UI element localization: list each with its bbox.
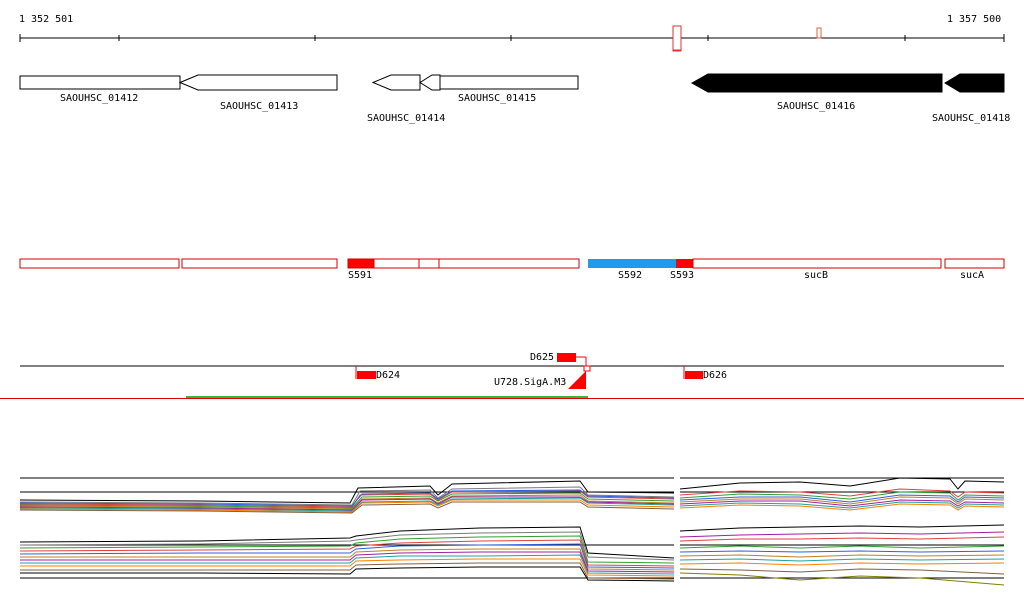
gene-track [19,73,1005,93]
segment-box[interactable] [373,258,420,269]
segment-label-s591[interactable]: S591 [348,270,373,281]
gene-arrow-saouhsc-01418[interactable] [944,73,1005,93]
gene-label-saouhsc-01414[interactable]: SAOUHSC_01414 [367,113,446,124]
segment-s592-fill[interactable] [588,259,676,268]
ruler-end-label: 1 357 500 [947,14,1002,25]
gene-label-saouhsc-01418[interactable]: SAOUHSC_01418 [932,113,1011,124]
segment-track [19,258,1005,269]
gene-arrow-saouhsc-01412[interactable] [19,75,181,90]
segment-suca-box[interactable] [944,258,1005,269]
segment-label-suca[interactable]: sucA [960,270,985,281]
ruler-axis [19,34,1005,42]
gene-arrow-saouhsc-01416[interactable] [690,73,943,93]
ruler-small-marker[interactable] [816,27,822,39]
gene-label-saouhsc-01415[interactable]: SAOUHSC_01415 [458,93,537,104]
feature-u728-triangle[interactable] [568,371,586,389]
feature-d626-mark[interactable] [685,371,703,379]
segment-box[interactable] [438,258,580,269]
ruler-view-marker[interactable] [672,25,682,52]
gene-label-saouhsc-01413[interactable]: SAOUHSC_01413 [220,101,299,112]
gene-arrow-saouhsc-01413[interactable] [178,74,338,91]
feature-track [20,353,1004,389]
segment-label-s592[interactable]: S592 [618,270,643,281]
expression-profiles [19,477,1005,586]
feature-label-d626[interactable]: D626 [703,370,728,381]
segment-label-sucb[interactable]: sucB [804,270,829,281]
gene-label-saouhsc-01416[interactable]: SAOUHSC_01416 [777,101,856,112]
feature-d625-mark[interactable] [557,353,576,362]
segment-box[interactable] [19,258,180,269]
feature-label-u728[interactable]: U728.SigA.M3 [494,377,567,388]
gene-arrow-saouhsc-01415[interactable] [439,75,579,90]
segment-s593-fill[interactable] [676,259,693,268]
gene-arrow-saouhsc-01414-b[interactable] [419,74,441,91]
ruler-start-label: 1 352 501 [19,14,74,25]
feature-u728-box[interactable] [583,365,591,372]
segment-sucb-box[interactable] [692,258,942,269]
segment-box[interactable] [181,258,338,269]
gene-arrow-saouhsc-01414-a[interactable] [371,74,421,91]
feature-label-d625[interactable]: D625 [530,352,555,363]
feature-d624-mark[interactable] [357,371,376,379]
feature-label-d624[interactable]: D624 [376,370,401,381]
segment-box[interactable] [418,258,440,269]
gene-label-saouhsc-01412[interactable]: SAOUHSC_01412 [60,93,139,104]
segment-s591-fill[interactable] [347,258,375,269]
segment-label-s593[interactable]: S593 [670,270,695,281]
